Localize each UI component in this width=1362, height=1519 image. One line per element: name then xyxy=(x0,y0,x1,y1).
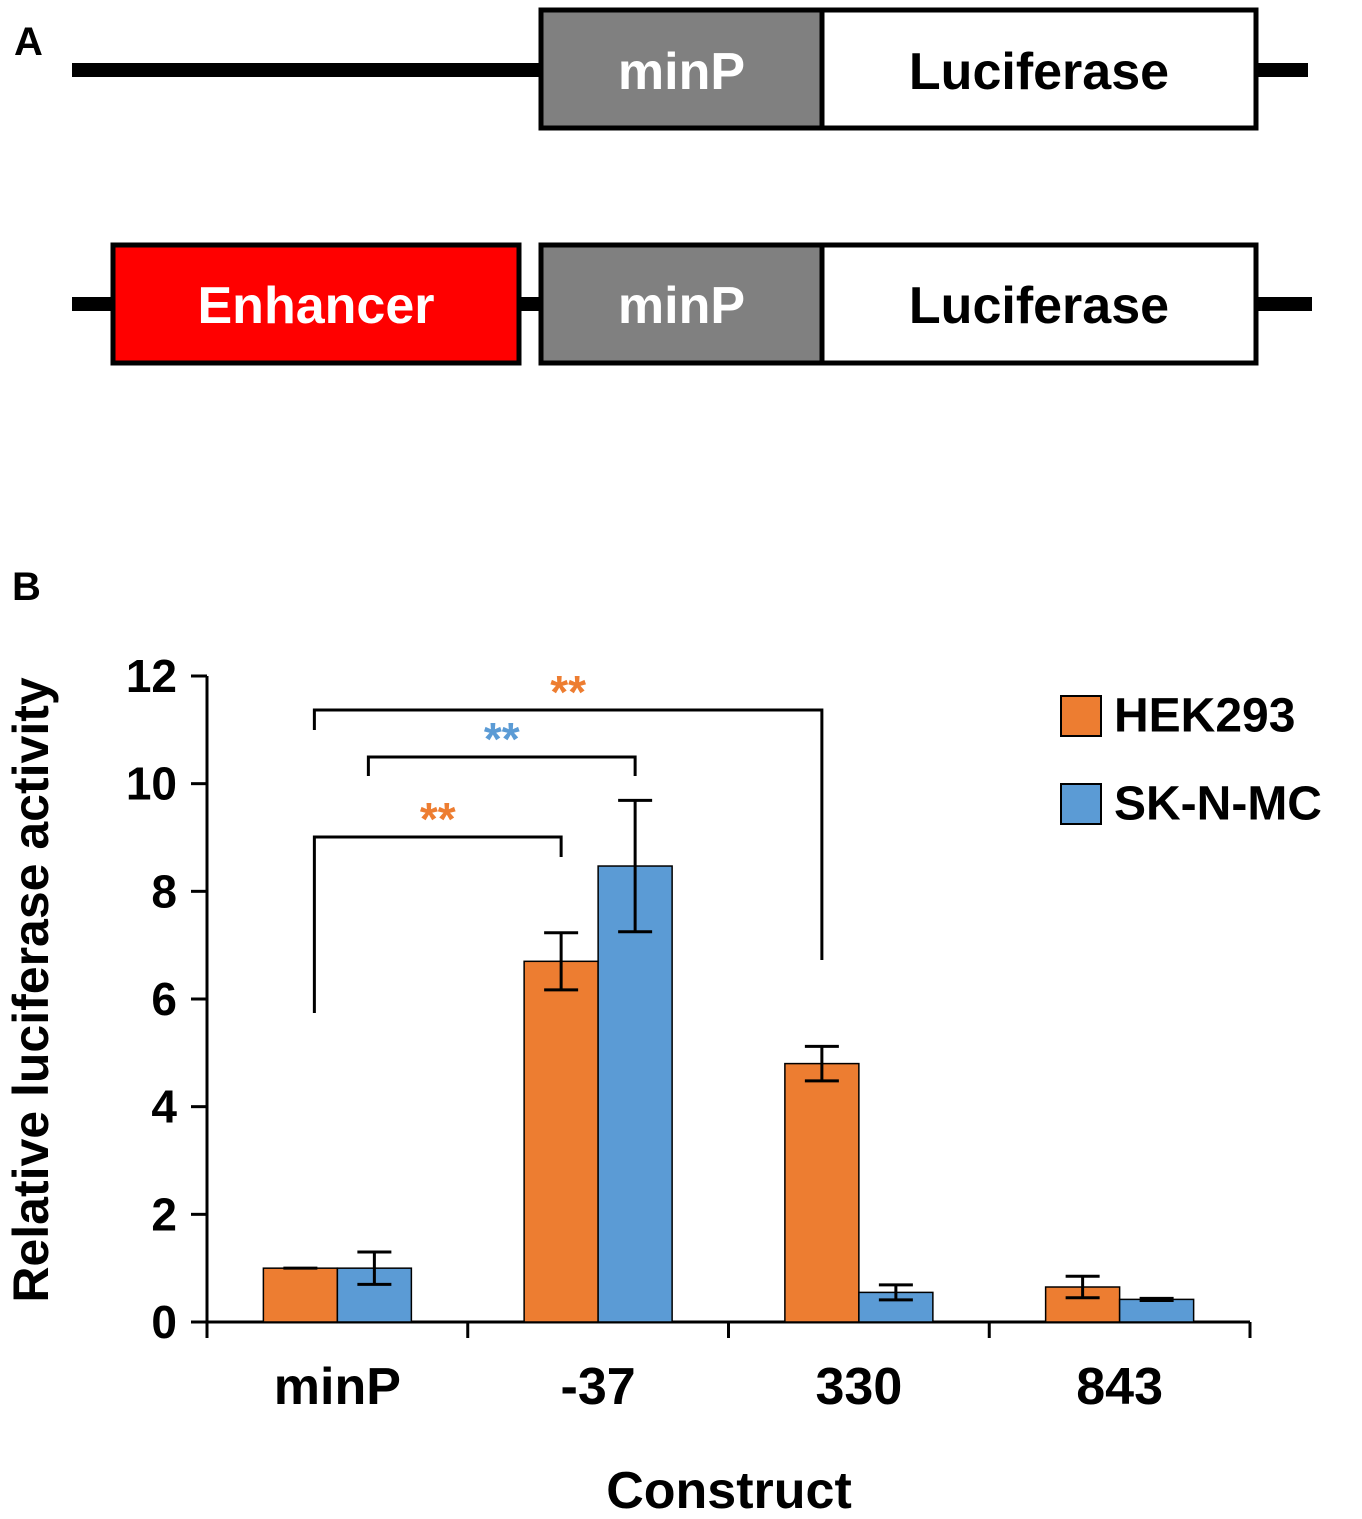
construct-1-luciferase-label: Luciferase xyxy=(909,43,1169,101)
y-tick-label: 6 xyxy=(151,973,177,1025)
significance-label: ** xyxy=(484,713,520,765)
bar xyxy=(262,1267,339,1323)
y-tick-label: 12 xyxy=(126,650,177,702)
significance-bracket xyxy=(366,755,637,776)
y-tick-label: 4 xyxy=(151,1081,177,1133)
bar xyxy=(1118,1298,1195,1323)
construct-2-luciferase-box xyxy=(819,242,1259,366)
legend-label: SK-N-MC xyxy=(1114,778,1322,831)
x-tick-label: -37 xyxy=(561,1358,636,1416)
x-tick-label: minP xyxy=(274,1358,401,1416)
panel-a-construct-diagram: minP Luciferase Enhancer minP Luciferase xyxy=(72,7,1312,366)
significance-bracket xyxy=(312,835,563,1013)
legend-label: HEK293 xyxy=(1114,690,1295,743)
x-tick-label: 843 xyxy=(1076,1358,1163,1416)
y-tick-label: 0 xyxy=(151,1296,177,1348)
bar xyxy=(523,960,599,1323)
significance-label: ** xyxy=(420,793,456,845)
panel-b-letter: B xyxy=(12,565,41,609)
construct-2-minp-label: minP xyxy=(618,277,745,335)
y-tick-label: 10 xyxy=(126,758,177,810)
x-axis-title: Construct xyxy=(606,1462,852,1519)
y-tick-label: 2 xyxy=(151,1188,177,1240)
panel-a-letter: A xyxy=(14,20,43,64)
bar xyxy=(784,1062,860,1323)
construct-1-minp-label: minP xyxy=(618,43,745,101)
construct-2-luciferase-label: Luciferase xyxy=(909,277,1169,335)
construct-2-enhancer-label: Enhancer xyxy=(198,277,435,335)
legend-swatch xyxy=(1060,695,1102,737)
significance-bracket xyxy=(312,708,824,960)
construct-2-enhancer-box xyxy=(110,242,522,366)
y-axis-title: Relative luciferase activity xyxy=(3,677,59,1303)
bar xyxy=(597,865,673,1323)
legend-swatch xyxy=(1060,783,1102,825)
significance-label: ** xyxy=(550,666,586,718)
y-tick-label: 8 xyxy=(151,865,177,917)
x-tick-label: 330 xyxy=(815,1358,902,1416)
construct-1-luciferase-box xyxy=(819,7,1259,131)
